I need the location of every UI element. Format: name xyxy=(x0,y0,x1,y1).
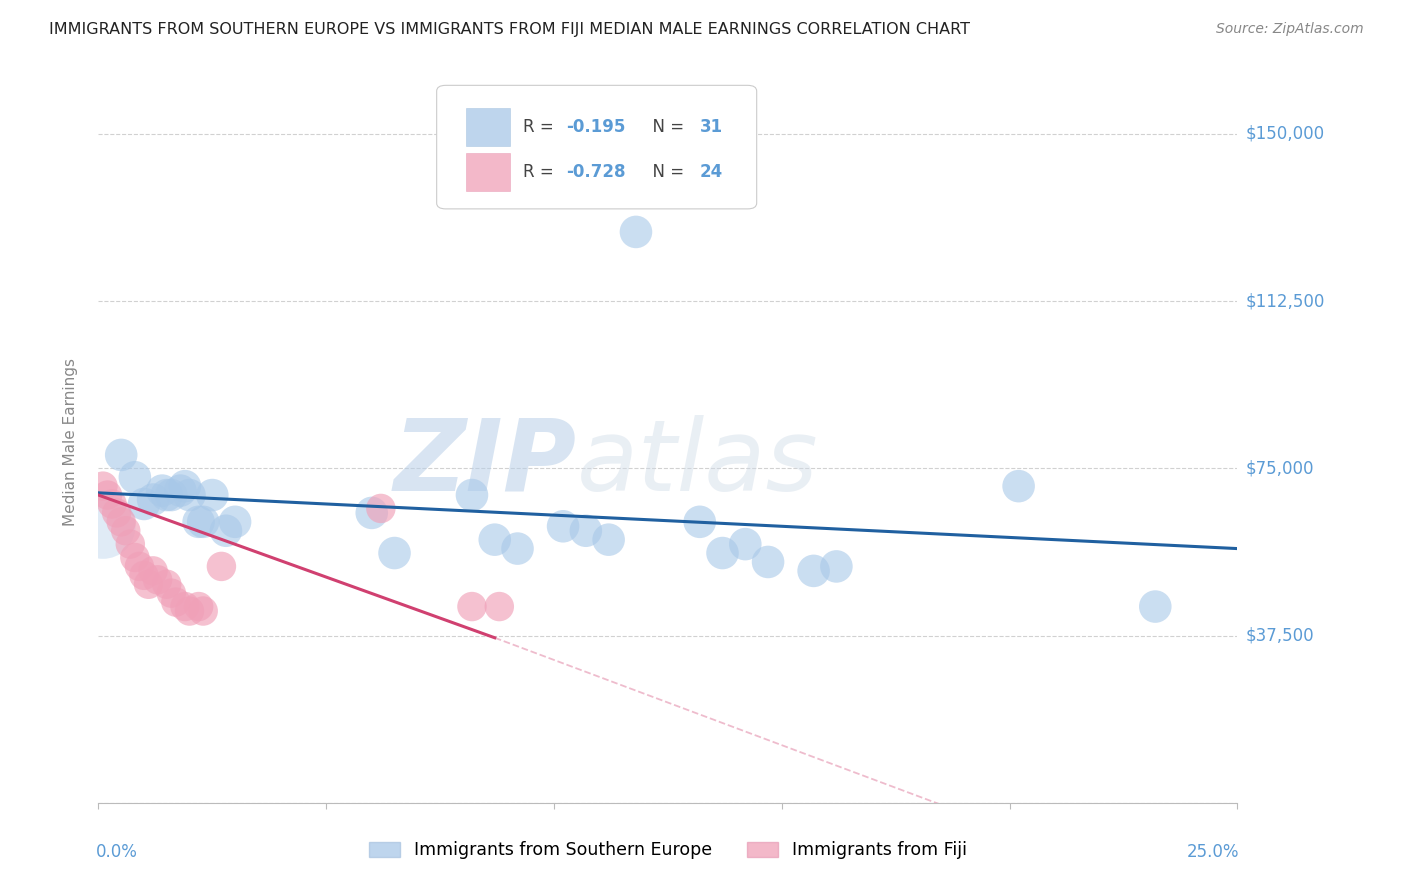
Point xyxy=(1144,599,1167,614)
Point xyxy=(209,559,232,574)
Text: N =: N = xyxy=(641,162,689,181)
Point xyxy=(575,524,598,538)
Point xyxy=(1007,479,1029,493)
Point xyxy=(142,564,165,578)
Point xyxy=(96,488,118,502)
Point xyxy=(461,488,484,502)
Point xyxy=(193,515,215,529)
Text: atlas: atlas xyxy=(576,415,818,512)
Text: $37,500: $37,500 xyxy=(1246,626,1315,645)
Text: IMMIGRANTS FROM SOUTHERN EUROPE VS IMMIGRANTS FROM FIJI MEDIAN MALE EARNINGS COR: IMMIGRANTS FROM SOUTHERN EUROPE VS IMMIG… xyxy=(49,22,970,37)
Point xyxy=(138,577,160,591)
Text: $150,000: $150,000 xyxy=(1246,125,1324,143)
Text: 0.0%: 0.0% xyxy=(96,843,138,861)
Point xyxy=(201,488,224,502)
Point xyxy=(711,546,734,560)
Legend: Immigrants from Southern Europe, Immigrants from Fiji: Immigrants from Southern Europe, Immigra… xyxy=(361,835,974,866)
Point xyxy=(124,470,146,484)
Point xyxy=(360,506,382,520)
Text: R =: R = xyxy=(523,118,560,136)
Text: 24: 24 xyxy=(700,162,723,181)
Point xyxy=(150,483,173,498)
Point xyxy=(114,524,136,538)
Text: $112,500: $112,500 xyxy=(1246,292,1324,310)
Text: -0.195: -0.195 xyxy=(567,118,626,136)
Point xyxy=(370,501,392,516)
Point xyxy=(132,568,155,582)
Text: $75,000: $75,000 xyxy=(1246,459,1315,477)
Point xyxy=(91,519,114,533)
Point xyxy=(132,497,155,511)
Point xyxy=(174,479,197,493)
Point xyxy=(110,515,132,529)
Point xyxy=(734,537,756,551)
FancyBboxPatch shape xyxy=(467,108,509,145)
Point xyxy=(128,559,150,574)
Point xyxy=(101,497,124,511)
Point xyxy=(193,604,215,618)
Point xyxy=(803,564,825,578)
Point xyxy=(156,488,179,502)
Text: 31: 31 xyxy=(700,118,723,136)
Point xyxy=(598,533,620,547)
Point xyxy=(488,599,510,614)
Y-axis label: Median Male Earnings: Median Male Earnings xyxy=(63,358,77,525)
Point xyxy=(120,537,142,551)
Point xyxy=(215,524,238,538)
Point xyxy=(384,546,406,560)
Text: ZIP: ZIP xyxy=(394,415,576,512)
Point xyxy=(689,515,711,529)
Point xyxy=(160,586,183,600)
Text: N =: N = xyxy=(641,118,689,136)
Point xyxy=(187,515,209,529)
Point xyxy=(179,488,201,502)
Point xyxy=(169,483,191,498)
Text: 25.0%: 25.0% xyxy=(1187,843,1240,861)
Point xyxy=(105,506,128,520)
Point xyxy=(124,550,146,565)
Point xyxy=(165,595,187,609)
Point xyxy=(624,225,647,239)
Text: R =: R = xyxy=(523,162,560,181)
Point xyxy=(461,599,484,614)
Point xyxy=(160,488,183,502)
Point xyxy=(146,573,169,587)
Point xyxy=(142,492,165,507)
Point xyxy=(187,599,209,614)
FancyBboxPatch shape xyxy=(467,153,509,191)
FancyBboxPatch shape xyxy=(437,86,756,209)
Point xyxy=(506,541,529,556)
Point xyxy=(174,599,197,614)
Point xyxy=(91,479,114,493)
Point xyxy=(825,559,848,574)
Point xyxy=(484,533,506,547)
Point xyxy=(110,448,132,462)
Point xyxy=(756,555,779,569)
Text: -0.728: -0.728 xyxy=(567,162,626,181)
Point xyxy=(179,604,201,618)
Point xyxy=(551,519,574,533)
Point xyxy=(224,515,246,529)
Text: Source: ZipAtlas.com: Source: ZipAtlas.com xyxy=(1216,22,1364,37)
Point xyxy=(156,577,179,591)
